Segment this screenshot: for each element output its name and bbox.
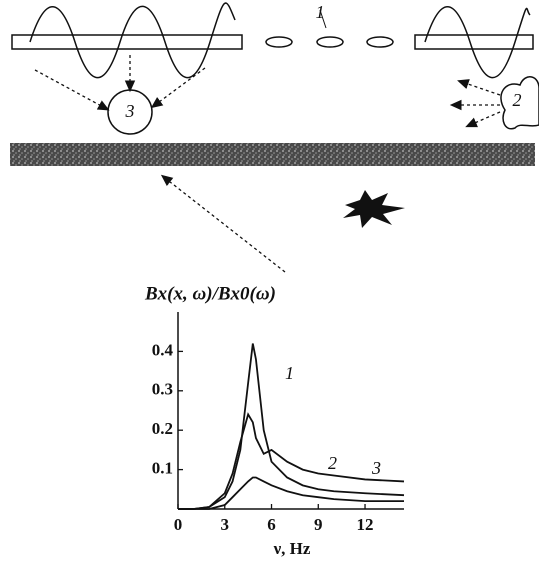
y-tick-label: 0.4 [152, 340, 174, 359]
cloud-2 [500, 76, 539, 130]
diagram [10, 2, 539, 273]
arrow [465, 111, 501, 128]
curve-label: 2 [328, 453, 337, 473]
diagram-label: 3 [125, 101, 135, 121]
curve [178, 343, 405, 510]
ellipse [316, 36, 344, 48]
wave-guide-right [414, 34, 534, 50]
ground [10, 143, 535, 166]
ellipse [366, 36, 394, 48]
pointer [319, 9, 327, 29]
diagram-label: 2 [513, 90, 522, 110]
x-tick-label: 6 [267, 515, 276, 534]
diagram-label: 1 [316, 2, 325, 22]
wave [29, 2, 236, 79]
x-tick-label: 9 [314, 515, 323, 534]
y-axis-label: Bx(x, ω)/Bx0(ω) [144, 283, 276, 304]
arrow [150, 67, 206, 109]
arrow [34, 69, 110, 111]
arrow [160, 174, 286, 273]
x-tick-label: 0 [174, 515, 183, 534]
arrow [457, 79, 501, 96]
ellipse [265, 36, 293, 48]
x-tick-label: 12 [357, 515, 374, 534]
y-tick-label: 0.2 [152, 419, 173, 438]
curve-label: 1 [285, 363, 294, 383]
wave-guide-left [11, 34, 243, 50]
y-tick-label: 0.3 [152, 380, 173, 399]
burst [343, 190, 405, 228]
curve [178, 412, 405, 510]
curve [178, 476, 404, 510]
wave [424, 6, 531, 79]
x-tick-label: 3 [221, 515, 230, 534]
curve-label: 3 [371, 458, 381, 478]
y-tick-label: 0.1 [152, 459, 173, 478]
x-axis-label: ν, Hz [273, 539, 311, 558]
